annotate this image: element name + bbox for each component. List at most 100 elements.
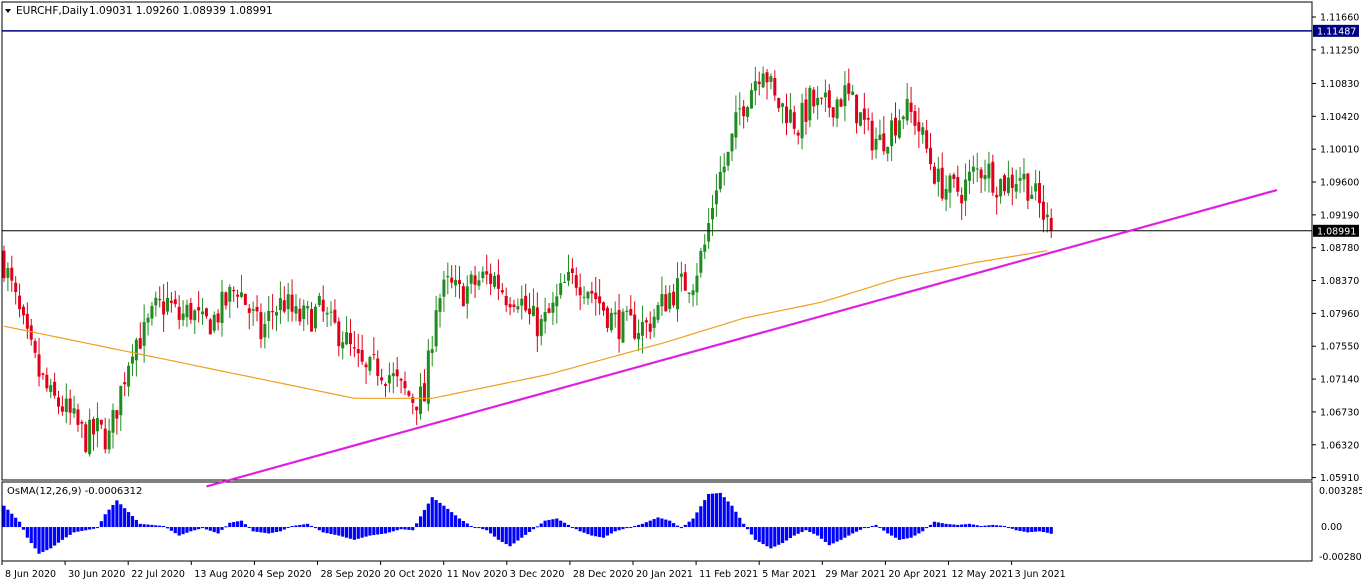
symbol-menu-icon[interactable]	[5, 9, 11, 13]
candle-body	[185, 304, 189, 318]
osma-bar	[49, 527, 53, 549]
osma-bar	[337, 527, 341, 536]
candle-body	[956, 177, 960, 192]
osma-bar	[243, 524, 247, 528]
osma-bar	[543, 520, 547, 528]
candle-body	[45, 374, 49, 389]
candle-body	[25, 313, 29, 329]
osma-bar	[142, 524, 146, 528]
candle-body	[321, 299, 325, 312]
candle-body	[570, 268, 574, 273]
current-price-label: 1.08991	[1317, 226, 1356, 237]
candle-body	[590, 290, 594, 294]
candle-body	[1030, 194, 1034, 199]
candle-body	[18, 295, 22, 310]
candle-body	[193, 310, 197, 321]
osma-bar	[239, 520, 244, 528]
trendline[interactable]	[206, 188, 1278, 488]
osma-bar	[703, 500, 707, 528]
osma-bar	[586, 527, 590, 535]
osma-bar	[29, 527, 33, 544]
candle-body	[991, 161, 995, 193]
candle-body	[602, 302, 606, 311]
candle-body	[944, 188, 948, 200]
osma-bar	[298, 524, 302, 528]
osma-bar	[360, 527, 364, 538]
osma-bar	[383, 527, 388, 534]
osma-bar	[804, 527, 808, 531]
ohlc-label: 1.09031 1.09260 1.08939 1.08991	[89, 5, 273, 17]
candle-body	[660, 294, 664, 307]
osma-bar	[601, 527, 606, 538]
osma-bar	[33, 527, 37, 549]
osma-bar	[773, 527, 777, 547]
candle-body	[831, 107, 835, 118]
osma-bar	[695, 512, 699, 528]
candle-body	[197, 307, 201, 311]
osma-bar	[956, 524, 960, 528]
osma-bar	[294, 525, 298, 528]
osma-bar	[286, 527, 290, 529]
candle-body	[563, 281, 567, 283]
osma-bar	[582, 527, 586, 533]
osma-bar	[224, 526, 228, 528]
osma-bar	[64, 527, 68, 538]
candle-body	[940, 167, 944, 199]
candle-body	[80, 421, 84, 424]
osma-bar	[177, 527, 181, 536]
osma-bar	[664, 519, 668, 528]
osma-bar	[812, 527, 816, 534]
candles-layer	[2, 66, 1053, 457]
candle-body	[496, 274, 500, 289]
candle-body	[870, 120, 874, 151]
candle-body	[368, 357, 372, 371]
osma-bar	[309, 525, 314, 528]
osma-bar	[940, 523, 944, 528]
osma-bar	[913, 527, 917, 536]
candle-body	[500, 290, 504, 293]
candle-body	[457, 280, 461, 285]
candle-body	[512, 304, 516, 307]
time-axis-label: 13 Aug 2020	[194, 569, 255, 580]
osma-bar	[438, 502, 442, 528]
candle-body	[547, 308, 551, 313]
candle-body	[212, 314, 216, 331]
osma-bar	[901, 527, 905, 540]
candle-body	[640, 321, 644, 336]
osma-bar	[1022, 527, 1026, 532]
osma-bar	[520, 527, 524, 538]
price-panel[interactable]	[1, 1, 1313, 481]
candle-body	[975, 168, 979, 170]
candle-body	[442, 279, 446, 297]
candle-body	[446, 275, 450, 278]
osma-bar	[788, 527, 792, 539]
candle-body	[901, 116, 905, 120]
osma-bar	[446, 508, 450, 528]
candle-body	[644, 320, 648, 323]
time-axis: 8 Jun 2020 30 Jun 2020 22 Jul 2020 13 Aug 2…	[1, 561, 1066, 580]
candle-body	[964, 179, 968, 201]
osma-bar	[730, 505, 734, 528]
candle-body	[746, 107, 750, 117]
candle-body	[773, 77, 777, 96]
candle-body	[228, 286, 232, 302]
candle-body	[808, 87, 812, 121]
osma-bar	[1037, 527, 1042, 532]
candle-body	[21, 306, 25, 316]
osma-bar	[648, 520, 652, 528]
osma-bar	[391, 527, 395, 532]
osma-bar	[88, 527, 92, 530]
candle-body	[1034, 183, 1038, 192]
osma-bar	[995, 525, 999, 528]
candle-body	[95, 418, 99, 432]
candle-body	[76, 409, 80, 425]
candle-body	[387, 375, 391, 384]
osma-bar	[1041, 527, 1046, 533]
candle-body	[761, 73, 765, 88]
osma-bar	[796, 527, 800, 534]
osma-bar	[189, 527, 193, 532]
candle-body	[337, 321, 341, 347]
candle-body	[2, 250, 6, 279]
osma-label: OsMA(12,26,9) -0.0006312	[7, 486, 142, 497]
